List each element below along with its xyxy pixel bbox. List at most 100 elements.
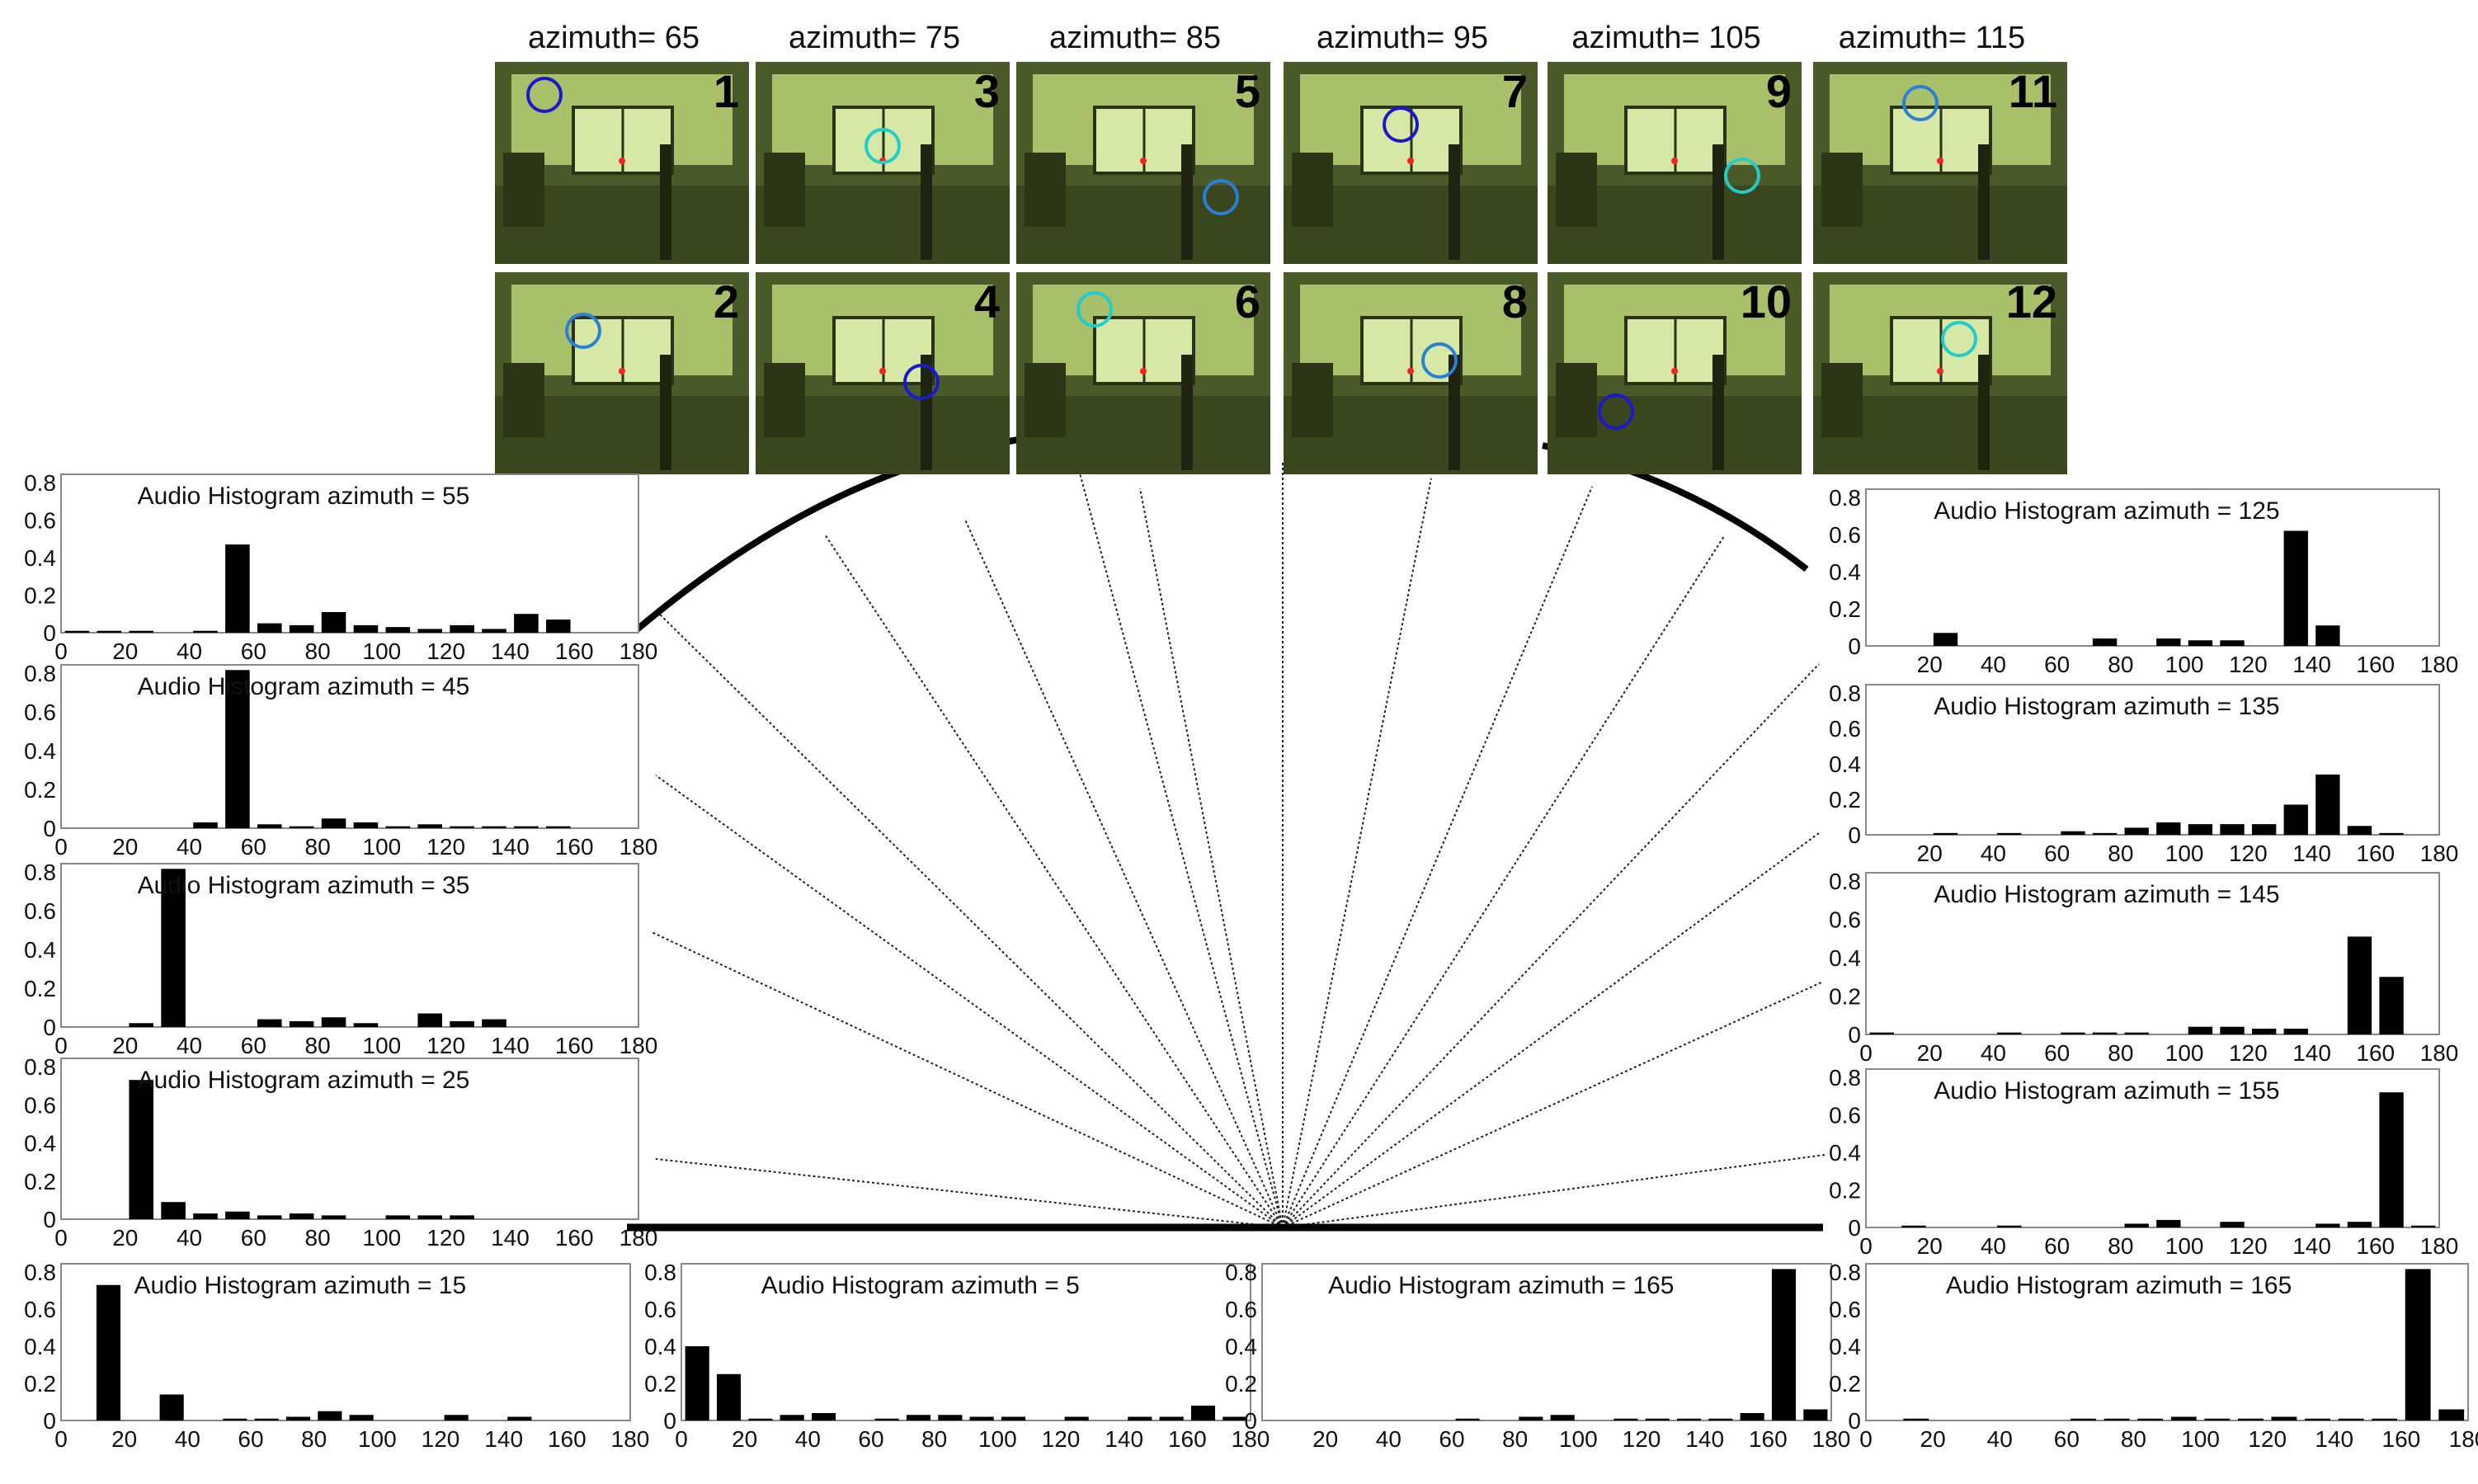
histogram-bar	[2170, 1416, 2197, 1420]
histogram-bar	[318, 1411, 342, 1420]
histogram-title: Audio Histogram azimuth = 55	[138, 483, 470, 510]
x-tick-label: 80	[2108, 841, 2133, 866]
x-tick-label: 140	[491, 1225, 530, 1251]
histogram-bar	[482, 826, 506, 828]
y-tick-label: 0.8	[1829, 869, 1861, 894]
histogram-bar	[2315, 774, 2340, 835]
x-tick-label: 180	[2420, 841, 2459, 866]
histogram-title: Audio Histogram azimuth = 155	[1934, 1077, 2279, 1105]
x-tick-label: 20	[1917, 1233, 1943, 1259]
x-tick-label: 60	[241, 1225, 266, 1251]
camera-frame: 3	[756, 62, 1010, 264]
x-tick-label: 140	[2292, 1040, 2331, 1066]
frame-number: 7	[1502, 65, 1528, 117]
azimuth-ray	[655, 1158, 1284, 1228]
x-tick-label: 60	[241, 1033, 266, 1058]
histogram-bar	[417, 1013, 442, 1027]
x-tick-label: 40	[177, 638, 202, 664]
plot-frame	[1865, 488, 2440, 647]
histogram-bar	[1869, 1032, 1894, 1034]
azimuth-label: azimuth= 95	[1317, 21, 1488, 55]
x-tick-label: 100	[2165, 841, 2204, 866]
x-tick-label: 80	[2108, 1233, 2133, 1259]
x-tick-label: 160	[555, 834, 594, 860]
histogram-bar	[1903, 1418, 1929, 1420]
histogram-bar	[906, 1415, 931, 1420]
x-tick-label: 120	[2229, 1233, 2268, 1259]
histogram-title: Audio Histogram azimuth = 35	[138, 872, 470, 899]
x-tick-label: 80	[1502, 1426, 1528, 1452]
y-tick-label: 0.6	[1829, 522, 1861, 548]
azimuth-label: azimuth= 85	[1049, 21, 1221, 55]
histogram-bar	[1614, 1418, 1638, 1420]
x-tick-label: 40	[1981, 1040, 2006, 1066]
x-tick-label: 100	[2165, 652, 2204, 677]
y-tick-label: 0.2	[1829, 787, 1861, 813]
audio-histogram: 0 0.2 0.4 0.6 0.8 20 40 60 80 100 120 140 160 180 Audi…	[1225, 1260, 1850, 1452]
x-tick-label: 180	[620, 1225, 658, 1251]
histogram-bar	[1190, 1406, 1216, 1420]
histogram-bar	[1519, 1416, 1543, 1420]
x-tick-label: 140	[1105, 1426, 1143, 1452]
histogram-bar	[514, 826, 539, 828]
x-tick-label: 0	[1859, 1426, 1873, 1452]
azimuth-label: azimuth= 75	[789, 21, 960, 55]
x-tick-label: 80	[305, 834, 331, 860]
x-tick-label: 20	[112, 834, 138, 860]
x-tick-label: 80	[305, 638, 331, 664]
y-tick-label: 0.2	[24, 1169, 56, 1194]
histogram-bar	[2305, 1418, 2330, 1420]
histogram-bar	[2156, 638, 2181, 646]
x-tick-label: 120	[426, 1033, 465, 1058]
histogram-bar	[97, 630, 122, 633]
x-tick-label: 160	[2356, 652, 2395, 677]
azimuth-ray	[1282, 1154, 1826, 1228]
histogram-bar	[1933, 832, 1958, 835]
frame-number: 8	[1502, 276, 1528, 327]
y-tick-label: 0.4	[24, 545, 56, 571]
histogram-bar	[321, 818, 346, 828]
y-tick-label: 0.8	[24, 1054, 56, 1080]
audio-histogram: 0 0.2 0.4 0.6 0.8 0 20 40 60 80 100 120 140 160 180 Aud…	[24, 1054, 657, 1251]
x-tick-label: 160	[2356, 1040, 2395, 1066]
x-tick-label: 60	[2044, 652, 2070, 677]
plot-frame	[60, 863, 639, 1028]
x-tick-label: 80	[305, 1225, 331, 1251]
histogram-bar	[2347, 826, 2372, 835]
histogram-title: Audio Histogram azimuth = 135	[1934, 693, 2279, 720]
x-tick-label: 60	[2054, 1426, 2080, 1452]
histogram-bar	[385, 826, 411, 828]
histogram-bar	[2283, 530, 2308, 646]
y-tick-label: 0.4	[24, 1334, 56, 1359]
x-tick-label: 180	[620, 834, 658, 860]
histogram-bar	[2220, 824, 2245, 835]
y-tick-label: 0.6	[24, 898, 56, 924]
x-tick-label: 120	[2248, 1426, 2287, 1452]
x-tick-label: 20	[732, 1426, 757, 1452]
histogram-bar	[2188, 640, 2213, 646]
y-tick-label: 0.2	[24, 583, 56, 609]
frame-number: 4	[974, 276, 1000, 327]
histogram-bar	[223, 1418, 247, 1420]
x-tick-label: 20	[1917, 652, 1943, 677]
y-tick-label: 0.4	[24, 738, 56, 764]
y-tick-label: 0.2	[1829, 984, 1861, 1010]
camera-frame: 2	[495, 272, 749, 474]
histogram-bar	[1740, 1413, 1764, 1420]
histogram-bar	[1997, 1032, 2022, 1034]
x-tick-label: 180	[2420, 1040, 2459, 1066]
azimuth-rays	[651, 462, 1826, 1228]
y-tick-label: 0.2	[24, 976, 56, 1001]
y-tick-label: 0	[1848, 1022, 1861, 1048]
x-tick-label: 20	[112, 638, 138, 664]
histogram-bar	[321, 611, 346, 633]
histogram-title: Audio Histogram azimuth = 45	[138, 673, 470, 700]
histogram-bar	[225, 544, 250, 633]
histogram-bar	[353, 1023, 379, 1027]
y-tick-label: 0.8	[24, 860, 56, 885]
histogram-title: Audio Histogram azimuth = 165	[1946, 1272, 2292, 1299]
histogram-title: Audio Histogram azimuth = 165	[1328, 1272, 1674, 1299]
x-tick-label: 100	[2165, 1233, 2204, 1259]
azimuth-ray	[1078, 469, 1284, 1228]
audio-histogram: 0 0.2 0.4 0.6 0.8 0 20 40 60 80 100 120 140 160 180 Aud…	[1829, 869, 2458, 1066]
